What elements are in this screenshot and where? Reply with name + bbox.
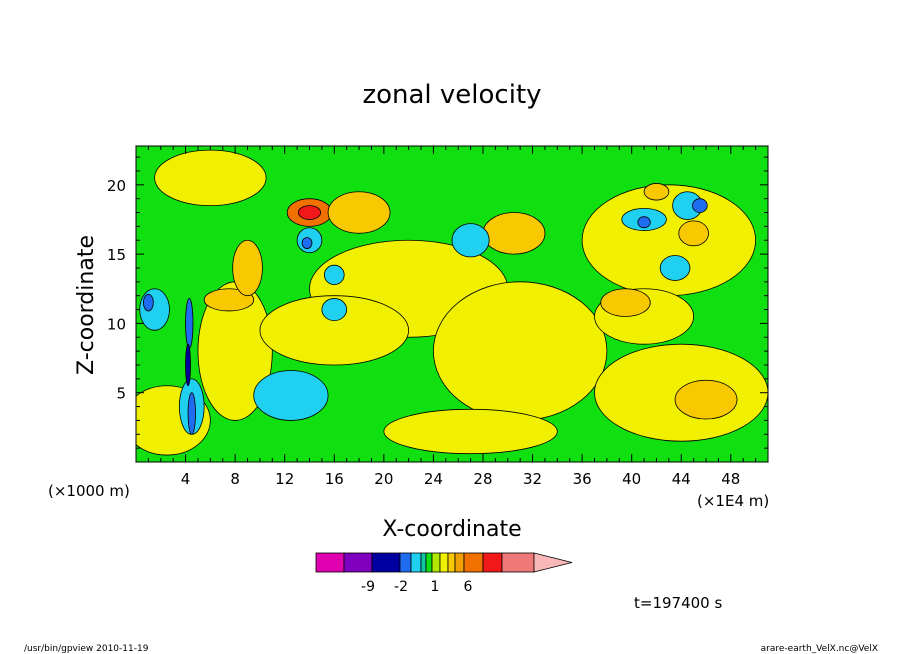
heatmap-plot <box>136 146 768 462</box>
contour-region-light-orange <box>482 212 546 255</box>
contour-region-blue <box>143 293 154 312</box>
colorbar-swatch <box>454 552 465 573</box>
contour-region-cyan <box>451 223 490 258</box>
plot-frame <box>135 145 769 463</box>
x-tick-label: 36 <box>573 470 592 488</box>
contour-region-cyan <box>323 264 345 285</box>
x-tick-label: 40 <box>622 470 641 488</box>
contour-region-yellow <box>259 295 410 366</box>
contour-region-blue <box>637 216 651 229</box>
y-tick-label: 15 <box>107 246 126 264</box>
contour-region-light-orange <box>643 183 670 201</box>
colorbar-tick-label: 6 <box>464 579 473 595</box>
footer-right: arare-earth_VelX.nc@VelX <box>761 644 878 654</box>
colorbar-swatch <box>410 552 422 573</box>
contour-region-yellow <box>383 408 558 455</box>
colorbar-tick-label: -2 <box>394 579 408 595</box>
x-tick-label: 4 <box>181 470 191 488</box>
y-tick-label: 5 <box>116 385 126 403</box>
contour-region-light-orange <box>678 220 709 247</box>
footer-left: /usr/bin/gpview 2010-11-19 <box>24 644 149 654</box>
contour-region-cyan <box>139 288 170 331</box>
colorbar-swatch <box>431 552 441 573</box>
contour-region-purple <box>185 343 191 387</box>
colorbar <box>315 552 573 573</box>
contour-region-light-orange <box>600 288 651 317</box>
x-tick-label: 20 <box>374 470 393 488</box>
contour-region-yellow <box>154 149 267 206</box>
contour-region-yellow <box>433 281 608 421</box>
x-tick-label: 28 <box>473 470 492 488</box>
y-tick-label: 10 <box>107 315 126 333</box>
contour-region-cyan <box>659 255 691 281</box>
contour-region-cyan <box>321 298 348 322</box>
y-axis-unit: (×1000 m) <box>48 482 130 500</box>
time-label: t=197400 s <box>634 594 722 612</box>
contour-region-light-orange <box>327 191 391 234</box>
colorbar-swatch <box>343 552 373 573</box>
x-tick-label: 12 <box>275 470 294 488</box>
contour-region-blue <box>692 198 708 213</box>
contour-region-blue <box>301 237 313 249</box>
contour-region-light-orange <box>232 239 263 297</box>
contour-region-blue <box>185 298 194 349</box>
x-axis: 4 8 12 16 20 24 28 32 36 40 44 48 <box>147 146 757 488</box>
colorbar-swatch <box>501 552 535 573</box>
colorbar-arrow <box>533 552 573 573</box>
x-tick-label: 32 <box>523 470 542 488</box>
colorbar-swatch <box>425 552 433 573</box>
colorbar-swatch <box>447 552 456 573</box>
colorbar-swatch <box>439 552 449 573</box>
contour-region-blue <box>187 392 196 435</box>
x-axis-label: X-coordinate <box>382 517 521 542</box>
y-tick-label: 20 <box>107 177 126 195</box>
contour-region-light-orange <box>203 288 255 312</box>
x-tick-label: 48 <box>721 470 740 488</box>
y-axis: 5 10 15 20 <box>107 156 768 449</box>
x-tick-label: 44 <box>672 470 691 488</box>
colorbar-tick-label: 1 <box>431 579 440 595</box>
colorbar-swatch <box>399 552 412 573</box>
colorbar-swatch <box>315 552 345 573</box>
colorbar-swatch <box>371 552 401 573</box>
colorbar-swatch <box>463 552 484 573</box>
contour-region-red <box>297 205 322 220</box>
y-axis-label: Z-coordinate <box>74 235 99 375</box>
contour-region-cyan <box>253 370 329 421</box>
colorbar-labels: -9 -2 1 6 <box>361 579 473 595</box>
colorbar-tick-label: -9 <box>361 579 375 595</box>
contour-region-light-orange <box>674 379 738 420</box>
x-axis-unit: (×1E4 m) <box>697 492 769 510</box>
x-tick-label: 24 <box>424 470 443 488</box>
colorbar-swatch <box>420 552 427 573</box>
x-tick-label: 16 <box>325 470 344 488</box>
colorbar-swatch <box>482 552 503 573</box>
x-tick-label: 8 <box>230 470 240 488</box>
chart-title: zonal velocity <box>362 80 541 110</box>
